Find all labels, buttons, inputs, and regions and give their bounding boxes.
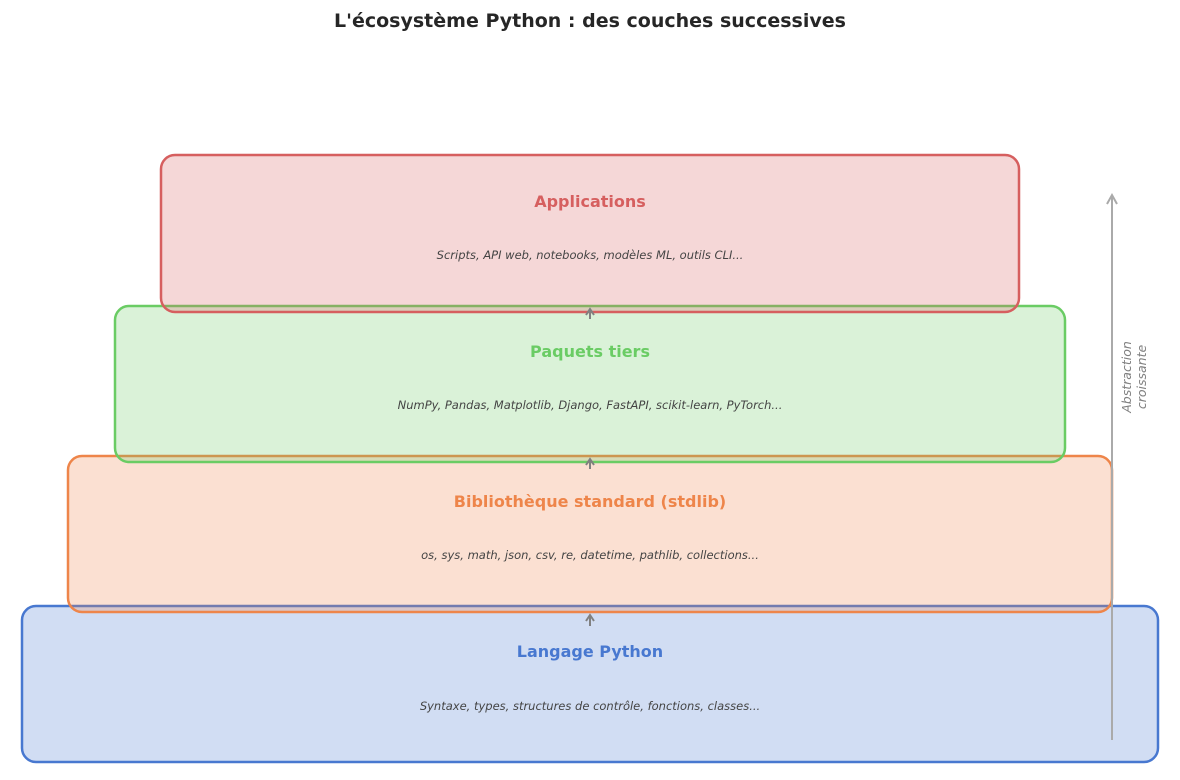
layer-title: Paquets tiers [530, 342, 650, 361]
arrow-up-icon [585, 613, 595, 626]
layer-langage-python: Langage Python Syntaxe, types, structure… [20, 604, 1160, 764]
layer-description: os, sys, math, json, csv, re, datetime, … [421, 548, 759, 562]
axis-label-line2: croissante [1134, 345, 1149, 410]
layer-box [113, 304, 1067, 464]
layer-box [159, 153, 1021, 314]
layer-description: Scripts, API web, notebooks, modèles ML,… [437, 248, 744, 262]
layer-box [20, 604, 1160, 764]
abstraction-axis: Abstraction croissante [1106, 192, 1149, 740]
connector-arrows [585, 307, 595, 626]
layer-title: Applications [534, 192, 646, 211]
diagram-title: L'écosystème Python : des couches succes… [334, 10, 846, 32]
layer-title: Langage Python [517, 642, 663, 661]
layer-stdlib: Bibliothèque standard (stdlib) os, sys, … [66, 454, 1114, 614]
layer-box [66, 454, 1114, 614]
axis-arrow-up-icon [1106, 192, 1118, 740]
layer-title: Bibliothèque standard (stdlib) [454, 492, 726, 511]
layer-description: Syntaxe, types, structures de contrôle, … [420, 699, 760, 713]
arrow-up-icon [585, 457, 595, 469]
axis-label-line1: Abstraction [1119, 341, 1134, 414]
layer-paquets-tiers: Paquets tiers NumPy, Pandas, Matplotlib,… [113, 304, 1067, 464]
arrow-up-icon [585, 307, 595, 319]
layer-description: NumPy, Pandas, Matplotlib, Django, FastA… [398, 398, 783, 412]
layer-applications: Applications Scripts, API web, notebooks… [159, 153, 1021, 314]
